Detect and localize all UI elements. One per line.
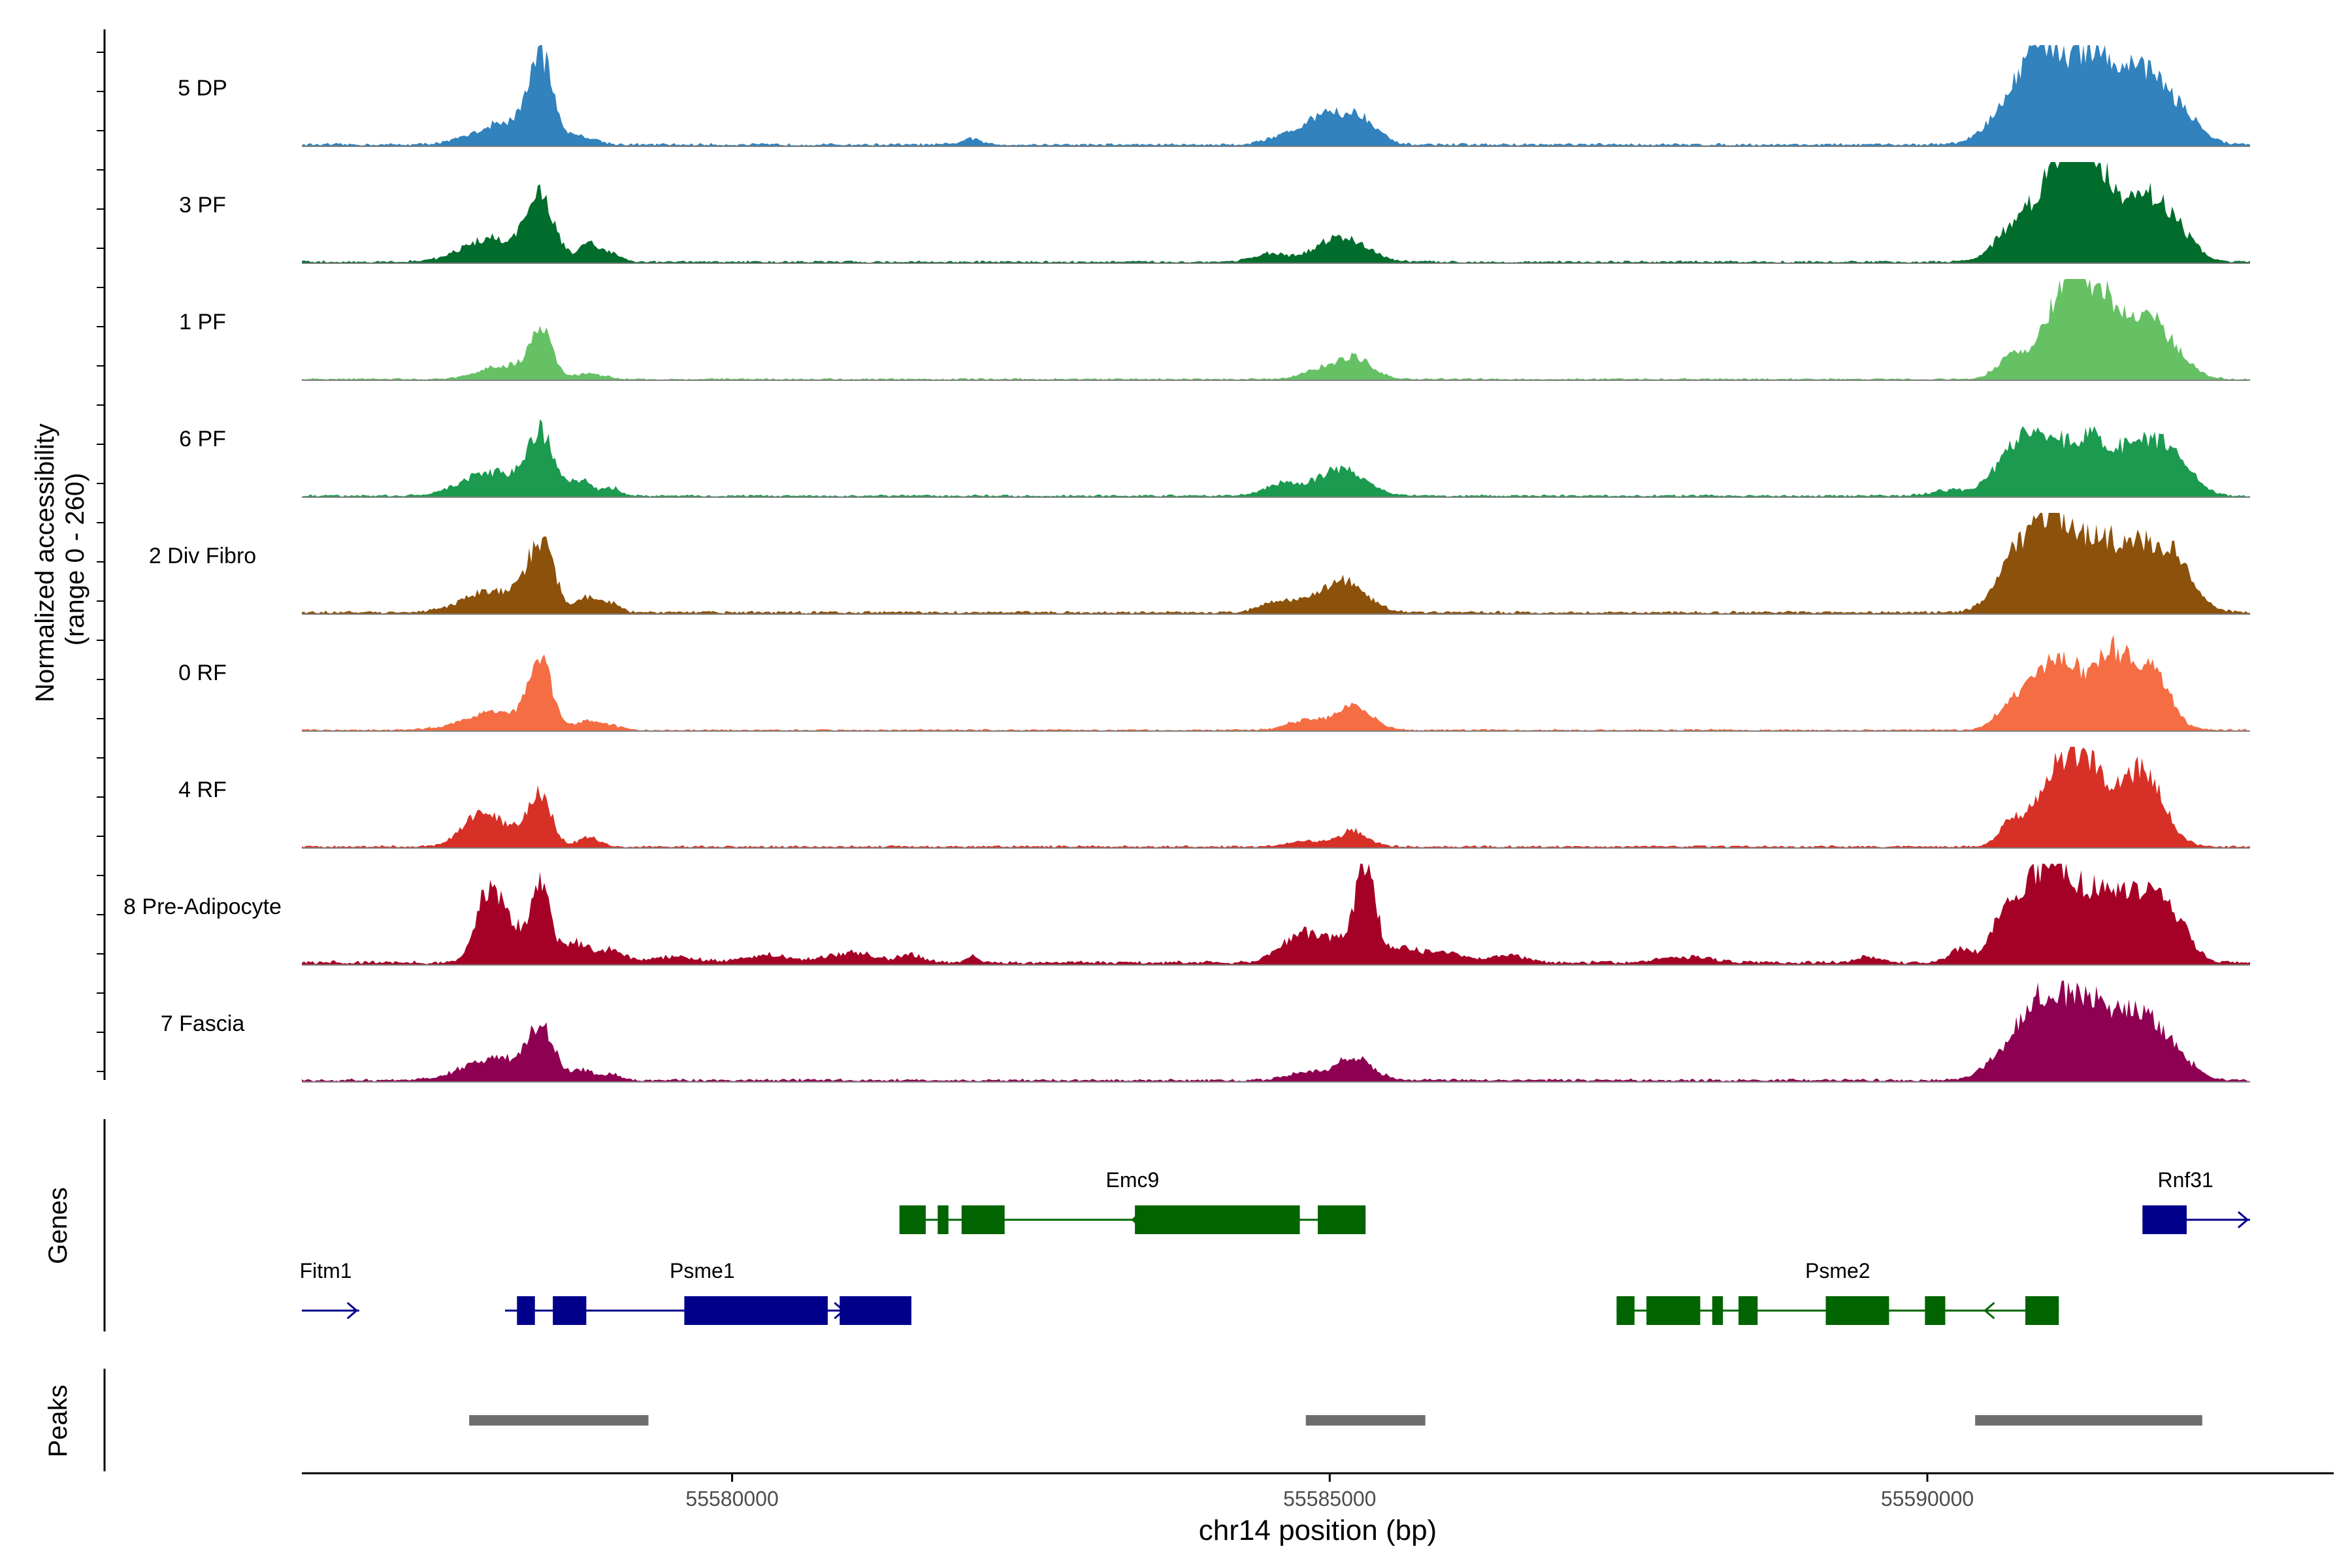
track-label-1-pf: 1 PF [179,310,226,335]
gene-exon [1738,1296,1758,1325]
x-axis-title: chr14 position (bp) [1199,1514,1437,1546]
track-label-7-fascia: 7 Fascia [161,1011,245,1036]
gene-exon [938,1205,949,1234]
track-label-6-pf: 6 PF [179,427,226,451]
track-label-3-pf: 3 PF [179,193,226,218]
track-4-rf: 4 RF [178,747,2250,849]
peak-region [469,1415,649,1426]
peak-region [1305,1415,1426,1426]
track-label-4-rf: 4 RF [178,777,227,802]
gene-exon [684,1296,828,1325]
track-3-pf: 3 PF [179,162,2250,264]
track-6-pf: 6 PF [179,419,2250,498]
gene-exon [840,1296,911,1325]
peak-region [1975,1415,2202,1426]
gene-label-fitm1: Fitm1 [300,1259,352,1282]
track-5-dp: 5 DP [178,45,2250,147]
track-label-0-rf: 0 RF [178,661,227,685]
x-tick-label: 55585000 [1283,1487,1376,1511]
gene-exon [1135,1205,1300,1234]
track-label-2-div-fibro: 2 Div Fibro [149,544,256,568]
x-axis-ticks: 55580000 55585000 55590000 [685,1473,1974,1511]
gene-annotations: Emc9 Rnf31 Fitm1 Psme1 Psme2 [300,1168,2250,1325]
track-7-fascia: 7 Fascia [161,981,2250,1083]
y-axis-title-line1: Normalized accessibility [31,423,59,702]
gene-psme1: Psme1 [505,1259,911,1325]
gene-rnf31: Rnf31 [2142,1168,2250,1234]
peaks-panel-label: Peaks [44,1384,73,1457]
gene-exon [1616,1296,1635,1325]
y-axis-title: Normalized accessibility (range 0 - 260) [31,416,90,702]
track-2-div-fibro: 2 Div Fibro [149,513,2250,615]
x-tick-label: 55580000 [685,1487,778,1511]
coverage-area-2-div-fibro [302,513,2250,614]
coverage-tracks: 5 DP 3 PF 1 PF 6 PF 2 Div Fibro 0 RF 4 RF 8 Pre… [123,45,2250,1083]
track-8-pre-adipocyte: 8 Pre-Adipocyte [123,864,2250,966]
gene-label-psme1: Psme1 [670,1259,735,1282]
coverage-area-3-pf [302,162,2250,263]
coverage-area-6-pf [302,419,2250,497]
gene-exon [1925,1296,1946,1325]
x-tick-label: 55590000 [1881,1487,1974,1511]
gene-emc9: Emc9 [899,1168,1366,1234]
coverage-area-8-pre-adipocyte [302,864,2250,965]
strand-arrow [1984,1301,1995,1320]
y-axis-title-line2: (range 0 - 260) [61,473,90,646]
gene-exon [1825,1296,1889,1325]
coverage-area-5-dp [302,45,2250,146]
track-label-8-pre-adipocyte: 8 Pre-Adipocyte [123,894,282,919]
gene-fitm1: Fitm1 [300,1259,359,1320]
genes-panel-label: Genes [44,1187,73,1264]
gene-exon [2142,1205,2187,1234]
gene-exon [1318,1205,1366,1234]
gene-exon [1646,1296,1701,1325]
gene-exon [2025,1296,2059,1325]
peak-regions [469,1415,2202,1426]
coverage-area-0-rf [302,634,2250,731]
gene-psme2: Psme2 [1616,1259,2059,1325]
track-label-5-dp: 5 DP [178,76,227,101]
gene-label-psme2: Psme2 [1805,1259,1870,1282]
track-0-rf: 0 RF [178,634,2250,732]
track-1-pf: 1 PF [179,279,2250,381]
gene-exon [517,1296,535,1325]
coverage-area-7-fascia [302,981,2250,1082]
coverage-area-1-pf [302,279,2250,380]
strand-arrow [346,1301,359,1320]
gene-label-emc9: Emc9 [1106,1168,1160,1192]
gene-exon [553,1296,587,1325]
strand-arrow [2237,1211,2249,1229]
gene-exon [899,1205,926,1234]
gene-exon [961,1205,1005,1234]
gene-exon [1712,1296,1723,1325]
y-axis-ticks [97,52,105,1072]
coverage-area-4-rf [302,747,2250,848]
gene-label-rnf31: Rnf31 [2157,1168,2213,1192]
